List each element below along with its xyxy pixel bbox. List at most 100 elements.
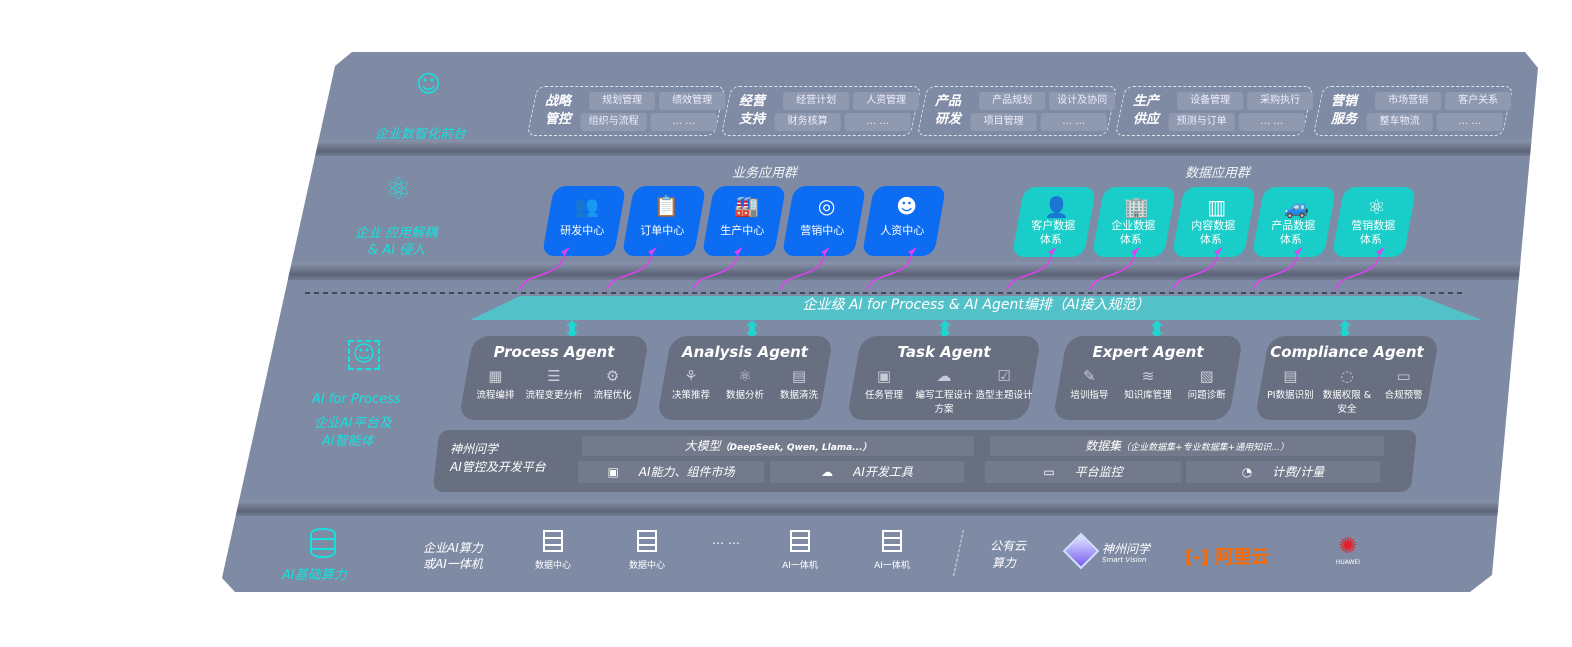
platform-title: 神州问学 AI管控及开发平台 xyxy=(450,440,546,476)
app-layer-label: & AI 侵入 xyxy=(368,243,426,258)
agent-card[interactable]: Analysis Agent ⚘ 决策推荐 ⚛ 数据分析 ▤ 数据清洗 xyxy=(656,336,834,420)
ai-layer-label: AI智能体 xyxy=(322,434,374,449)
agent-capability: ⚘ 决策推荐 xyxy=(664,367,717,401)
agent-card[interactable]: Expert Agent ✎ 培训指导 ≋ 知识库管理 ▧ 问题诊断 xyxy=(1052,336,1244,420)
agent-capability: ☁ 编写工程设计方案 xyxy=(915,367,973,415)
arrow-head xyxy=(821,247,830,255)
arrow-head xyxy=(734,247,743,255)
agent-card[interactable]: Process Agent ▦ 流程编排 ☰ 流程变更分析 ⚙ 流程优化 xyxy=(458,336,650,420)
double-arrow-icon xyxy=(566,320,578,338)
arrow-head xyxy=(1131,247,1140,255)
agent-capability: ▦ 流程编排 xyxy=(466,367,524,401)
agent-capability: ⚙ 流程优化 xyxy=(584,367,642,401)
connector-arrow xyxy=(1252,249,1299,291)
arrow-head xyxy=(908,247,917,255)
agent-capability: ▤ PI数据识别 xyxy=(1262,367,1318,415)
capability-icon: ▤ xyxy=(1283,367,1298,385)
orchestration-title: 企业级 AI for Process & AI Agent编排（AI接入规范） xyxy=(802,297,1150,313)
agent-title: Expert Agent xyxy=(1092,343,1204,361)
brain-head-icon: ☺ xyxy=(416,70,442,98)
huawei-logo: ✺ HUAWEI xyxy=(1330,534,1366,567)
agent-title: Task Agent xyxy=(897,343,991,361)
server-icon xyxy=(882,530,902,552)
server-icon xyxy=(790,530,810,552)
smart-vision-logo-text: 神州问学 xyxy=(1102,542,1151,556)
server-icon xyxy=(543,530,563,552)
connector-arrow xyxy=(1334,249,1381,291)
arrow-head xyxy=(1214,247,1223,255)
capability-icon: ▣ xyxy=(876,367,892,385)
ellipsis: … … xyxy=(712,533,740,547)
agent-capability: ☰ 流程变更分析 xyxy=(525,367,583,401)
huawei-flower-icon: ✺ xyxy=(1338,534,1358,559)
capability-icon: ⚘ xyxy=(684,367,698,385)
platform-title-line: AI管控及开发平台 xyxy=(450,460,546,474)
capability-icon: ☑ xyxy=(997,367,1011,385)
agent-capability: ▭ 合规预警 xyxy=(1376,367,1432,415)
capability-icon: ☰ xyxy=(547,367,561,385)
agent-capability: ≋ 知识库管理 xyxy=(1119,367,1177,401)
gauge-icon: ◔ xyxy=(1241,465,1253,479)
agent-card[interactable]: Task Agent ▣ 任务管理 ☁ 编写工程设计方案 ☑ 造型主题设计 xyxy=(846,336,1042,420)
connector-arrow xyxy=(606,249,653,291)
agent-capability: ⚛ 数据分析 xyxy=(718,367,771,401)
connector-arrow xyxy=(1089,249,1136,291)
layer-divider xyxy=(222,140,1538,156)
public-cloud-label: 公有云 算力 xyxy=(990,539,1027,570)
ai-layer-label: 企业AI平台及 xyxy=(314,416,392,431)
ai-layer-label: AI for Process xyxy=(312,392,401,407)
arrow-head xyxy=(1048,247,1057,255)
front-layer-label: 企业数智化前台 xyxy=(375,127,467,142)
arrow-head xyxy=(561,247,570,255)
arrow-head xyxy=(1294,247,1303,255)
molecule-icon: ⚛ xyxy=(385,172,412,207)
capability-icon: ▧ xyxy=(1199,367,1214,385)
agent-title: Compliance Agent xyxy=(1270,343,1424,361)
monitor-icon: ▭ xyxy=(1043,465,1055,479)
capability-icon: ▦ xyxy=(488,367,503,385)
arrow-head xyxy=(1376,247,1385,255)
capability-icon: ▭ xyxy=(1396,367,1411,385)
layer-divider xyxy=(222,262,1538,280)
dataset-cell: 数据集（企业数据集+专业数据集+通用知识...） xyxy=(990,436,1384,456)
business-group-title: 业务应用群 xyxy=(732,166,798,181)
agent-capability: ▧ 问题诊断 xyxy=(1178,367,1236,401)
double-arrow-icon xyxy=(939,320,951,338)
capability-icon: ⚛ xyxy=(738,367,752,385)
capability-icon: ◌ xyxy=(1340,367,1354,385)
server-ai-appliance: AI一体机 xyxy=(862,530,922,571)
agent-capability: ◌ 数据权限 & 安全 xyxy=(1319,367,1375,415)
capability-icon: ⚙ xyxy=(605,367,620,385)
tool-cell: ▭ 平台监控 xyxy=(985,461,1181,483)
double-arrow-icon xyxy=(746,320,758,338)
agent-capability: ✎ 培训指导 xyxy=(1060,367,1118,401)
double-arrow-icon xyxy=(1339,320,1351,338)
infra-label: AI基础算力 xyxy=(282,568,347,583)
smart-vision-logo-sub: Smart Vision xyxy=(1102,556,1147,564)
llm-cell: 大模型（DeepSeek, Qwen, Llama...） xyxy=(582,436,974,456)
agent-card[interactable]: Compliance Agent ▤ PI数据识别 ◌ 数据权限 & 安全 ▭ 合规预警 xyxy=(1254,336,1440,420)
app-layer-label: 企业 应用解耦 xyxy=(355,226,438,241)
connector-arrow xyxy=(1172,249,1219,291)
aliyun-logo: [-] 阿里云 xyxy=(1185,547,1270,568)
tool-cell: ◔ 计费/计量 xyxy=(1186,461,1380,483)
agent-capability: ▣ 任务管理 xyxy=(854,367,913,415)
arrow-head xyxy=(648,247,657,255)
agent-capability: ☑ 造型主题设计 xyxy=(975,367,1033,401)
capability-icon: ≋ xyxy=(1141,367,1155,385)
tool-cell: ▣ AI能力、组件市场 xyxy=(578,461,764,483)
server-data-center: 数据中心 xyxy=(617,530,677,571)
connector-arrow xyxy=(1006,249,1053,291)
orchestration-band xyxy=(470,296,1482,320)
enterprise-compute-label: 企业AI算力 或AI一体机 xyxy=(423,541,483,571)
marketplace-icon: ▣ xyxy=(607,465,619,479)
connector-arrow xyxy=(519,249,566,291)
double-arrow-icon xyxy=(1151,320,1163,338)
capability-icon: ✎ xyxy=(1083,367,1096,385)
connector-arrow xyxy=(866,249,913,291)
connector-arrow xyxy=(779,249,826,291)
server-data-center: 数据中心 xyxy=(523,530,583,571)
database-icon xyxy=(310,528,336,558)
